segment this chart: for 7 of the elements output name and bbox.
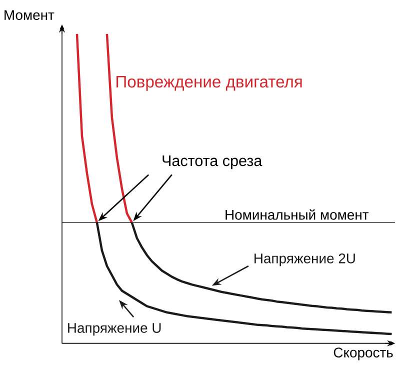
y-axis-title: Момент — [4, 10, 54, 20]
x-axis-title: Скорость — [334, 348, 393, 360]
ref-line-label: Номинальный момент — [226, 209, 369, 220]
annotation: Частота среза — [162, 156, 262, 170]
legend-label: Напряжение U — [68, 323, 161, 336]
text: Напряжение 2U — [254, 253, 355, 266]
annotation: Повреждение двигателя — [116, 76, 302, 91]
